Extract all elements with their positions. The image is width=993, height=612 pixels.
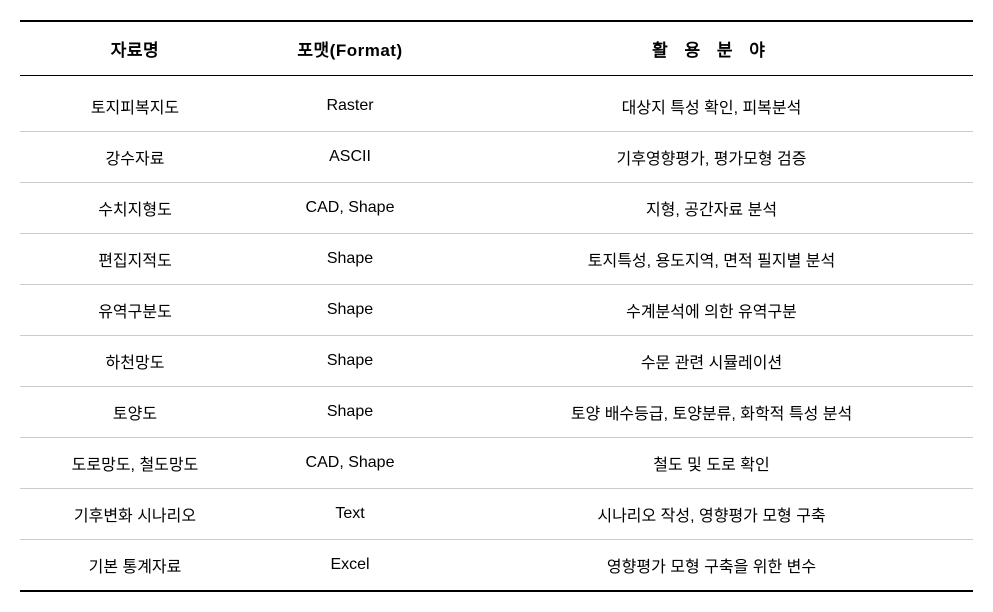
cell-name: 강수자료 — [20, 132, 250, 183]
cell-name: 하천망도 — [20, 336, 250, 387]
data-table-container: 자료명 포맷(Format) 활 용 분 야 토지피복지도 Raster 대상지… — [20, 20, 973, 592]
cell-name: 유역구분도 — [20, 285, 250, 336]
cell-format: Raster — [250, 76, 450, 132]
cell-name: 토양도 — [20, 387, 250, 438]
cell-name: 수치지형도 — [20, 183, 250, 234]
cell-usage: 대상지 특성 확인, 피복분석 — [450, 76, 973, 132]
data-format-table: 자료명 포맷(Format) 활 용 분 야 토지피복지도 Raster 대상지… — [20, 20, 973, 592]
cell-usage: 토양 배수등급, 토양분류, 화학적 특성 분석 — [450, 387, 973, 438]
table-row: 토양도 Shape 토양 배수등급, 토양분류, 화학적 특성 분석 — [20, 387, 973, 438]
cell-usage: 토지특성, 용도지역, 면적 필지별 분석 — [450, 234, 973, 285]
header-name: 자료명 — [20, 21, 250, 76]
cell-format: CAD, Shape — [250, 183, 450, 234]
cell-usage: 수문 관련 시뮬레이션 — [450, 336, 973, 387]
table-row: 유역구분도 Shape 수계분석에 의한 유역구분 — [20, 285, 973, 336]
table-row: 도로망도, 철도망도 CAD, Shape 철도 및 도로 확인 — [20, 438, 973, 489]
cell-format: ASCII — [250, 132, 450, 183]
cell-format: Shape — [250, 387, 450, 438]
header-format: 포맷(Format) — [250, 21, 450, 76]
cell-usage: 영향평가 모형 구축을 위한 변수 — [450, 540, 973, 592]
cell-format: Text — [250, 489, 450, 540]
header-usage: 활 용 분 야 — [450, 21, 973, 76]
table-row: 강수자료 ASCII 기후영향평가, 평가모형 검증 — [20, 132, 973, 183]
table-row: 편집지적도 Shape 토지특성, 용도지역, 면적 필지별 분석 — [20, 234, 973, 285]
cell-format: Shape — [250, 234, 450, 285]
table-body: 토지피복지도 Raster 대상지 특성 확인, 피복분석 강수자료 ASCII… — [20, 76, 973, 592]
cell-name: 기후변화 시나리오 — [20, 489, 250, 540]
table-row: 기후변화 시나리오 Text 시나리오 작성, 영향평가 모형 구축 — [20, 489, 973, 540]
table-header-row: 자료명 포맷(Format) 활 용 분 야 — [20, 21, 973, 76]
table-row: 하천망도 Shape 수문 관련 시뮬레이션 — [20, 336, 973, 387]
cell-usage: 지형, 공간자료 분석 — [450, 183, 973, 234]
cell-name: 편집지적도 — [20, 234, 250, 285]
cell-name: 토지피복지도 — [20, 76, 250, 132]
cell-format: CAD, Shape — [250, 438, 450, 489]
cell-usage: 기후영향평가, 평가모형 검증 — [450, 132, 973, 183]
cell-name: 도로망도, 철도망도 — [20, 438, 250, 489]
cell-format: Excel — [250, 540, 450, 592]
cell-usage: 철도 및 도로 확인 — [450, 438, 973, 489]
cell-name: 기본 통계자료 — [20, 540, 250, 592]
table-row: 토지피복지도 Raster 대상지 특성 확인, 피복분석 — [20, 76, 973, 132]
table-row: 수치지형도 CAD, Shape 지형, 공간자료 분석 — [20, 183, 973, 234]
cell-usage: 수계분석에 의한 유역구분 — [450, 285, 973, 336]
cell-format: Shape — [250, 336, 450, 387]
table-row: 기본 통계자료 Excel 영향평가 모형 구축을 위한 변수 — [20, 540, 973, 592]
cell-usage: 시나리오 작성, 영향평가 모형 구축 — [450, 489, 973, 540]
cell-format: Shape — [250, 285, 450, 336]
